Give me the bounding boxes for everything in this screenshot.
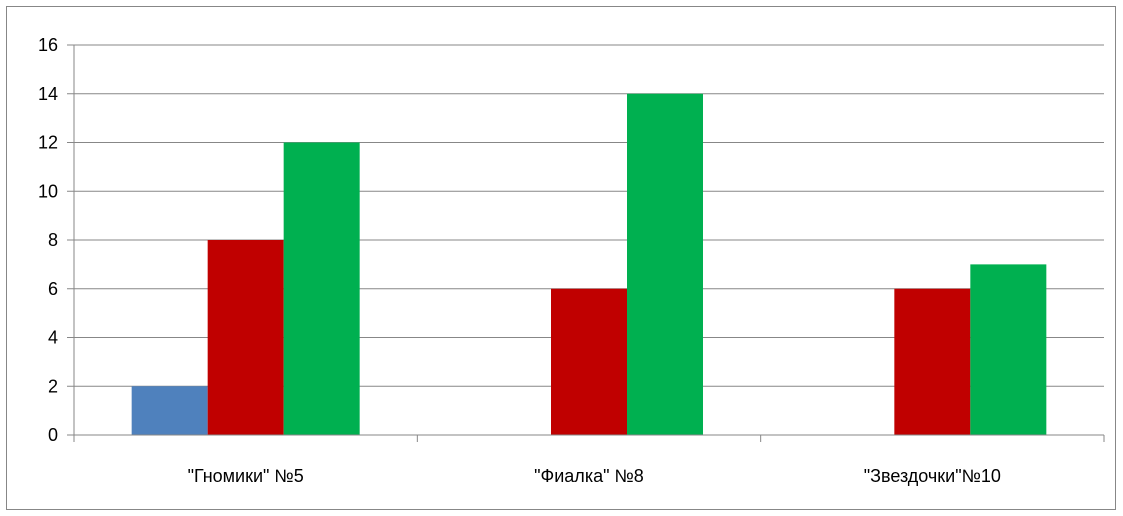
y-tick-label: 16: [38, 35, 58, 55]
tick-labels: 0 2 4 6 8 10 12 14 16 "Гномики" №5 "Фиалка" №8 "Зве…: [38, 35, 1001, 486]
bar-series2-cat3: [894, 288, 971, 435]
y-tick-label: 6: [48, 279, 58, 299]
bar-series1-cat1: [131, 386, 208, 435]
bar-series2-cat2: [551, 288, 627, 435]
y-tick-label: 0: [48, 425, 58, 445]
bar-series3-cat2: [627, 93, 703, 435]
y-tick-label: 8: [48, 230, 58, 250]
bar-series2-cat1: [207, 240, 284, 435]
axes: [67, 44, 1105, 442]
y-tick-label: 4: [48, 328, 58, 348]
y-tick-label: 12: [38, 133, 58, 153]
x-category-label: "Гномики" №5: [188, 466, 304, 486]
x-category-label: "Фиалка" №8: [534, 466, 644, 486]
bars: [131, 93, 1047, 435]
bar-series3-cat3: [970, 264, 1047, 435]
y-tick-label: 2: [48, 376, 58, 396]
y-tick-label: 10: [38, 181, 58, 201]
bar-series3-cat1: [283, 142, 360, 435]
y-tick-label: 14: [38, 84, 58, 104]
x-category-label: "Звездочки"№10: [864, 466, 1001, 486]
